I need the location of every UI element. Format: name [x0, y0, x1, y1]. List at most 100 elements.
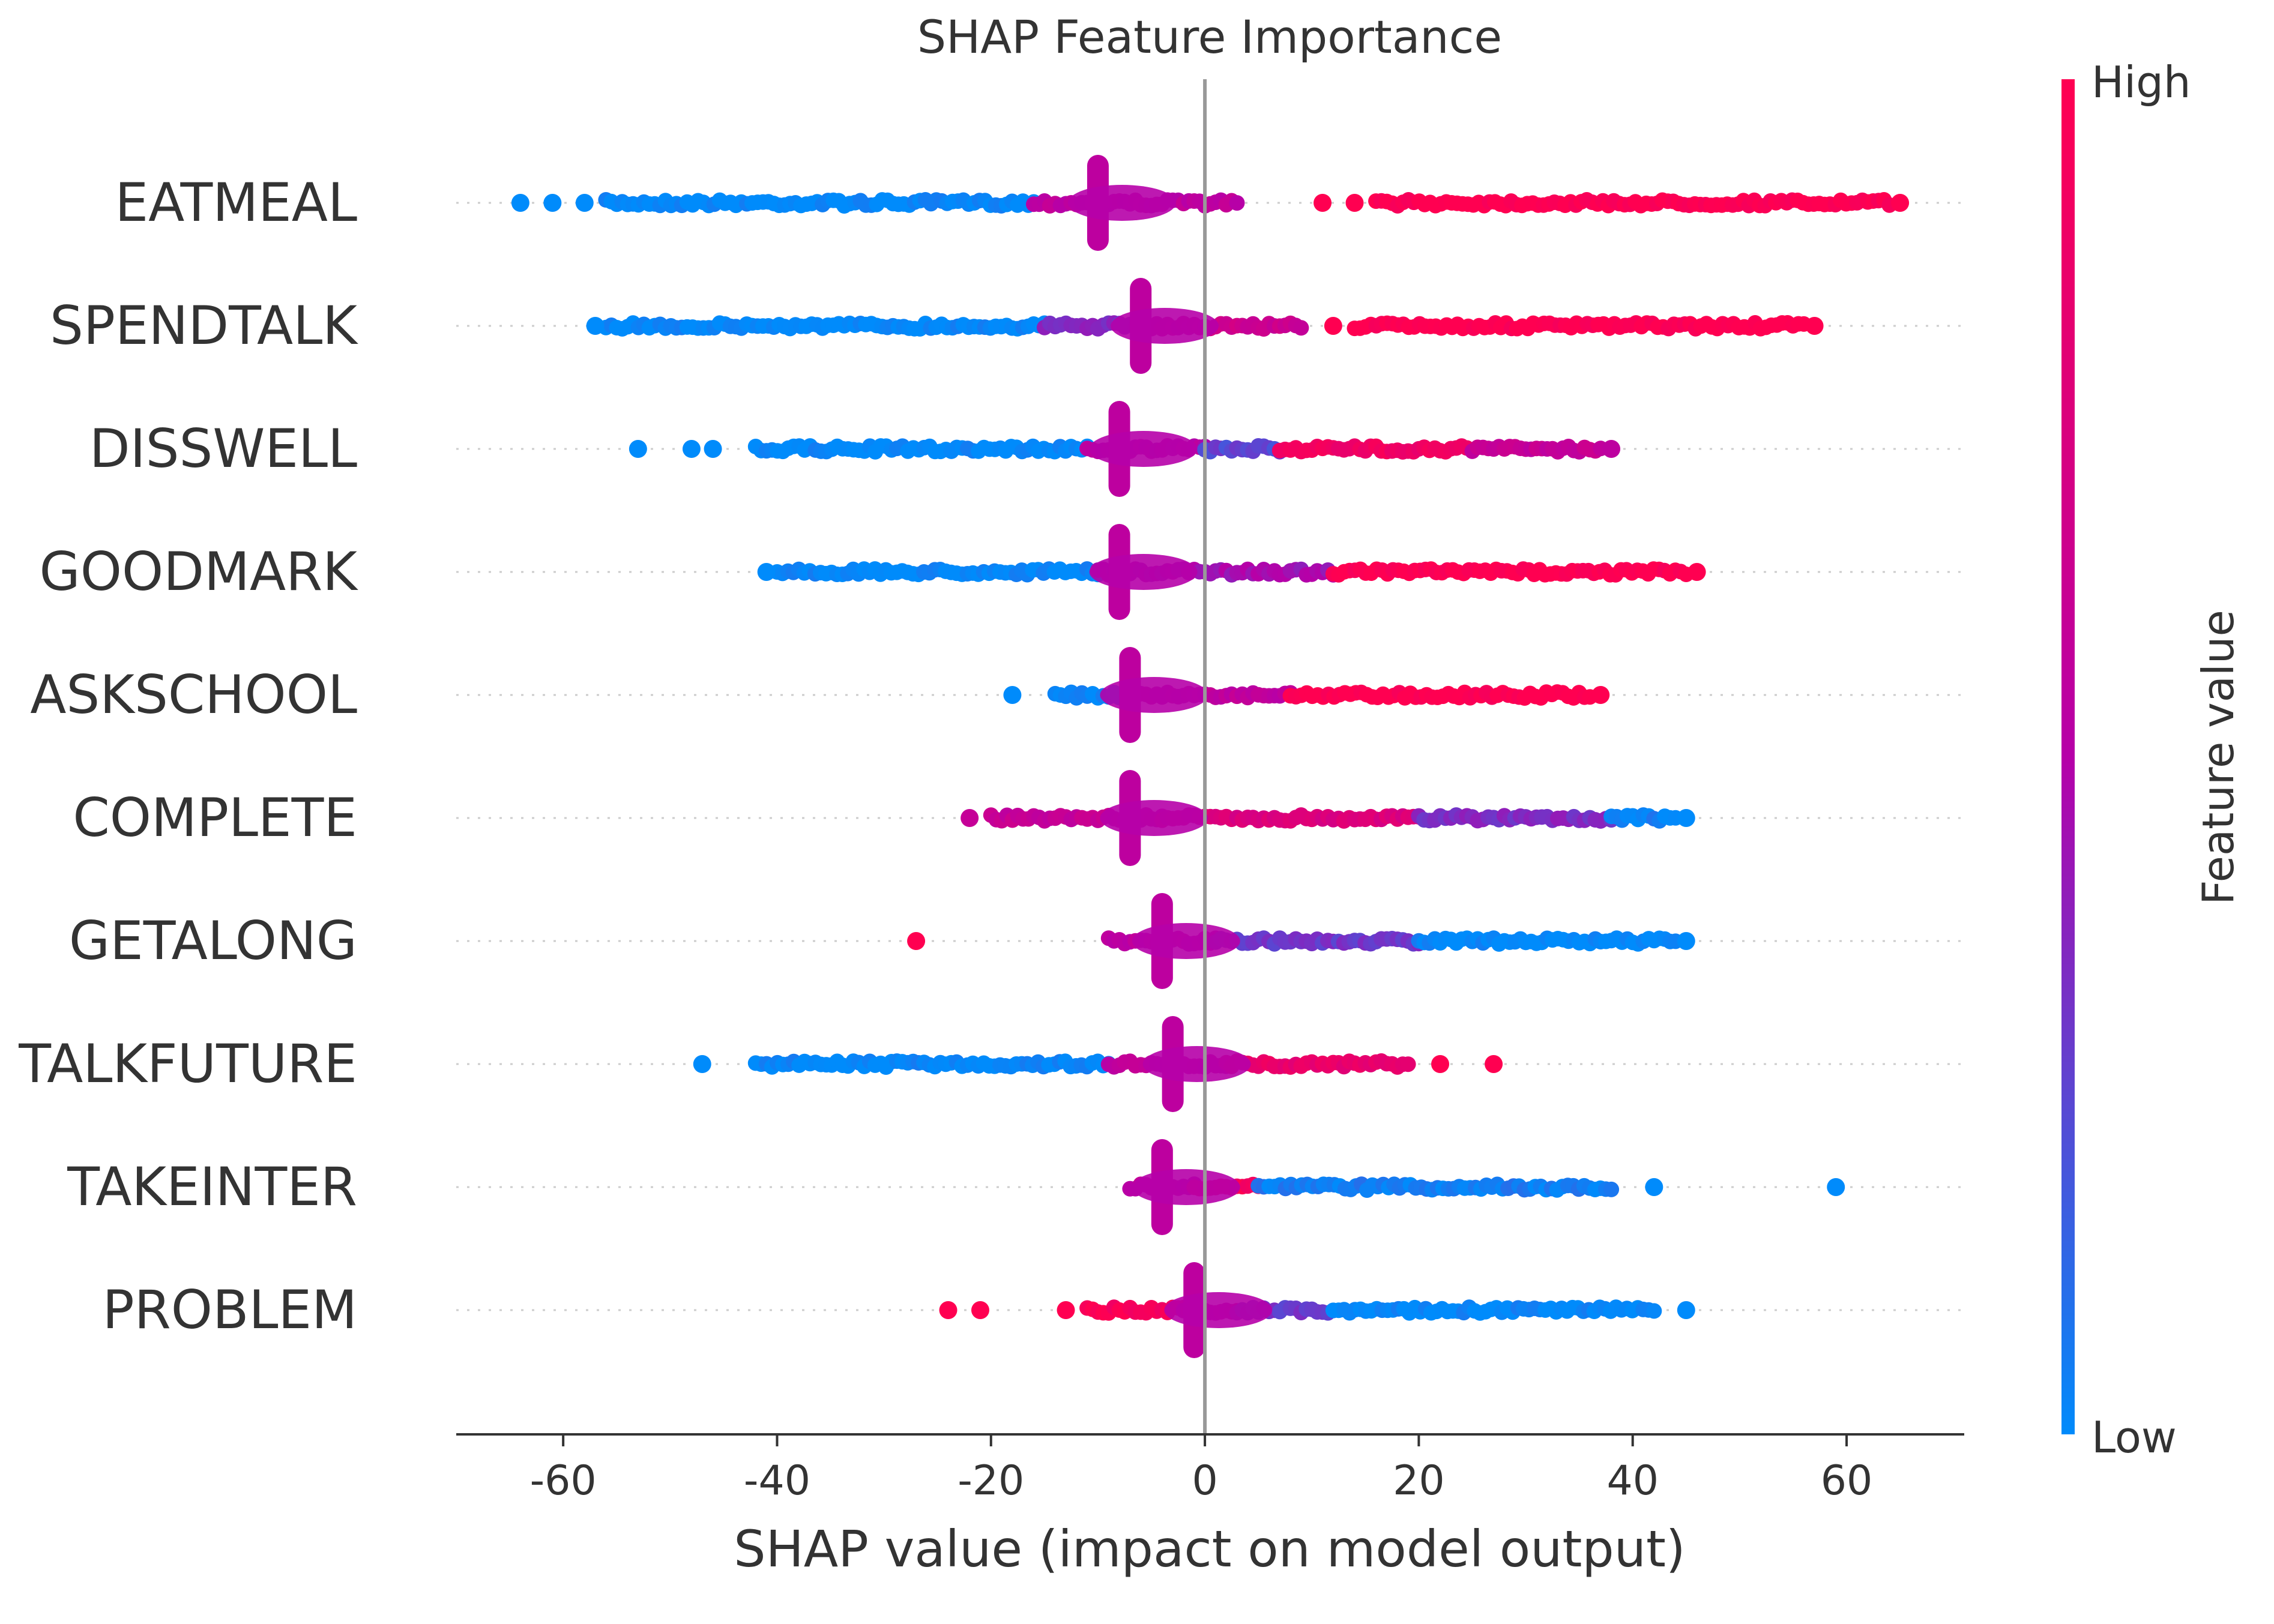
cluster-body-getalong: [1132, 923, 1240, 959]
colorbar-low-label: Low: [2092, 1412, 2177, 1463]
outlier-dot: [1827, 1178, 1845, 1196]
feature-label-getalong: GETALONG: [69, 910, 357, 972]
outlier-dot: [1431, 1055, 1450, 1073]
x-tick-label: 60: [1821, 1457, 1873, 1505]
segment-goodmark-2: [1325, 561, 1694, 583]
segment-complete-2: [1411, 807, 1620, 829]
segment-takeinter-2: [1250, 1176, 1620, 1198]
outlier-dot: [1891, 194, 1910, 212]
x-axis-ticks: -60 -40 -20 0 20 40 60: [530, 1434, 1873, 1505]
outlier-dot: [511, 194, 529, 212]
segment-disswell-3: [1271, 438, 1480, 460]
segment-getalong-1: [1207, 930, 1427, 952]
cluster-body-eatmeal: [1067, 185, 1176, 221]
outlier-dot: [1345, 194, 1364, 212]
outlier-dot: [907, 932, 926, 950]
outlier-dot: [1645, 1178, 1663, 1196]
outlier-dot: [586, 317, 605, 335]
cluster-body-problem: [1164, 1292, 1273, 1328]
feature-row-takeinter: [1122, 1139, 1845, 1235]
outlier-dot: [1313, 194, 1332, 212]
x-tick-label: -40: [744, 1457, 810, 1505]
row-guides: [456, 202, 1964, 1311]
x-tick-label: 40: [1606, 1457, 1659, 1505]
feature-label-askschool: ASKSCHOOL: [30, 664, 357, 726]
shap-dot: [1293, 320, 1309, 336]
feature-label-problem: PROBLEM: [103, 1279, 357, 1341]
x-tick-label: -60: [530, 1457, 597, 1505]
segment-disswell-0: [747, 438, 1096, 460]
cluster-body-disswell: [1089, 431, 1198, 467]
outlier-dot: [682, 440, 701, 458]
segment-goodmark-0: [769, 561, 1106, 583]
feature-labels: EATMEAL SPENDTALK DISSWELL GOODMARK ASKSCHOO…: [18, 172, 358, 1341]
colorbar-title: Feature value: [2193, 610, 2243, 905]
shap-dot: [1646, 1303, 1662, 1319]
outlier-dot: [757, 563, 776, 581]
outlier-dot: [1677, 932, 1695, 950]
x-tick-label: 20: [1393, 1457, 1445, 1505]
feature-row-complete: [961, 770, 1695, 866]
shap-dot: [1400, 1056, 1416, 1072]
segment-complete-3: [1603, 807, 1683, 829]
x-axis-label: SHAP value (impact on model output): [734, 1520, 1685, 1578]
shap-dot: [1229, 195, 1245, 211]
outlier-dot: [1057, 1301, 1075, 1319]
outlier-dot: [575, 194, 594, 212]
colorbar: [2061, 79, 2075, 1434]
cluster-body-takeinter: [1132, 1169, 1240, 1205]
outlier-dot: [1485, 1055, 1503, 1073]
segment-askschool-2: [1282, 684, 1598, 706]
x-tick-label: 0: [1192, 1457, 1217, 1505]
segment-talkfuture-0: [747, 1053, 1117, 1075]
feature-label-goodmark: GOODMARK: [40, 541, 359, 603]
outlier-dot: [1602, 440, 1621, 458]
outlier-dot: [1677, 809, 1695, 827]
segment-disswell-4: [1464, 439, 1609, 460]
shap-dot: [1603, 1181, 1620, 1197]
feature-label-eatmeal: EATMEAL: [115, 172, 357, 233]
segment-getalong-2: [1411, 930, 1683, 952]
feature-label-takeinter: TAKEINTER: [67, 1156, 357, 1218]
chart-title: SHAP Feature Importance: [917, 10, 1502, 64]
outlier-dot: [1687, 563, 1706, 581]
cluster-body-complete: [1100, 800, 1208, 836]
feature-row-disswell: [629, 401, 1621, 497]
outlier-dot: [971, 1301, 989, 1319]
feature-row-eatmeal: [511, 155, 1910, 251]
feature-row-talkfuture: [693, 1016, 1503, 1112]
outlier-dot: [1324, 317, 1342, 335]
feature-label-talkfuture: TALKFUTURE: [18, 1033, 357, 1095]
outlier-dot: [693, 1055, 711, 1073]
beeswarm-points: [511, 155, 1910, 1358]
outlier-dot: [1677, 1301, 1695, 1319]
segment-complete-1: [1154, 807, 1427, 829]
x-tick-label: -20: [958, 1457, 1024, 1505]
outlier-dot: [1591, 686, 1610, 704]
segment-problem-3: [1325, 1299, 1662, 1321]
colorbar-high-label: High: [2092, 57, 2191, 107]
outlier-dot: [543, 194, 562, 212]
outlier-dot: [704, 440, 722, 458]
outlier-dot: [939, 1301, 958, 1319]
outlier-dot: [961, 809, 979, 827]
feature-row-spendtalk: [586, 278, 1824, 374]
cluster-body-talkfuture: [1142, 1046, 1251, 1082]
segment-eatmeal-0: [598, 192, 1042, 214]
cluster-body-goodmark: [1089, 554, 1198, 590]
feature-row-askschool: [1003, 647, 1610, 743]
feature-row-goodmark: [757, 524, 1706, 620]
cluster-body-spendtalk: [1111, 308, 1219, 344]
segment-spendtalk-0: [598, 315, 1052, 337]
feature-label-spendtalk: SPENDTALK: [50, 295, 358, 356]
outlier-dot: [629, 440, 647, 458]
feature-label-complete: COMPLETE: [73, 787, 357, 849]
cluster-body-askschool: [1100, 677, 1208, 713]
segment-spendtalk-3: [1347, 315, 1812, 337]
feature-row-problem: [939, 1262, 1695, 1358]
outlier-dot: [1003, 686, 1022, 704]
feature-label-disswell: DISSWELL: [89, 418, 357, 480]
feature-row-getalong: [907, 893, 1695, 989]
outlier-dot: [1805, 317, 1824, 335]
